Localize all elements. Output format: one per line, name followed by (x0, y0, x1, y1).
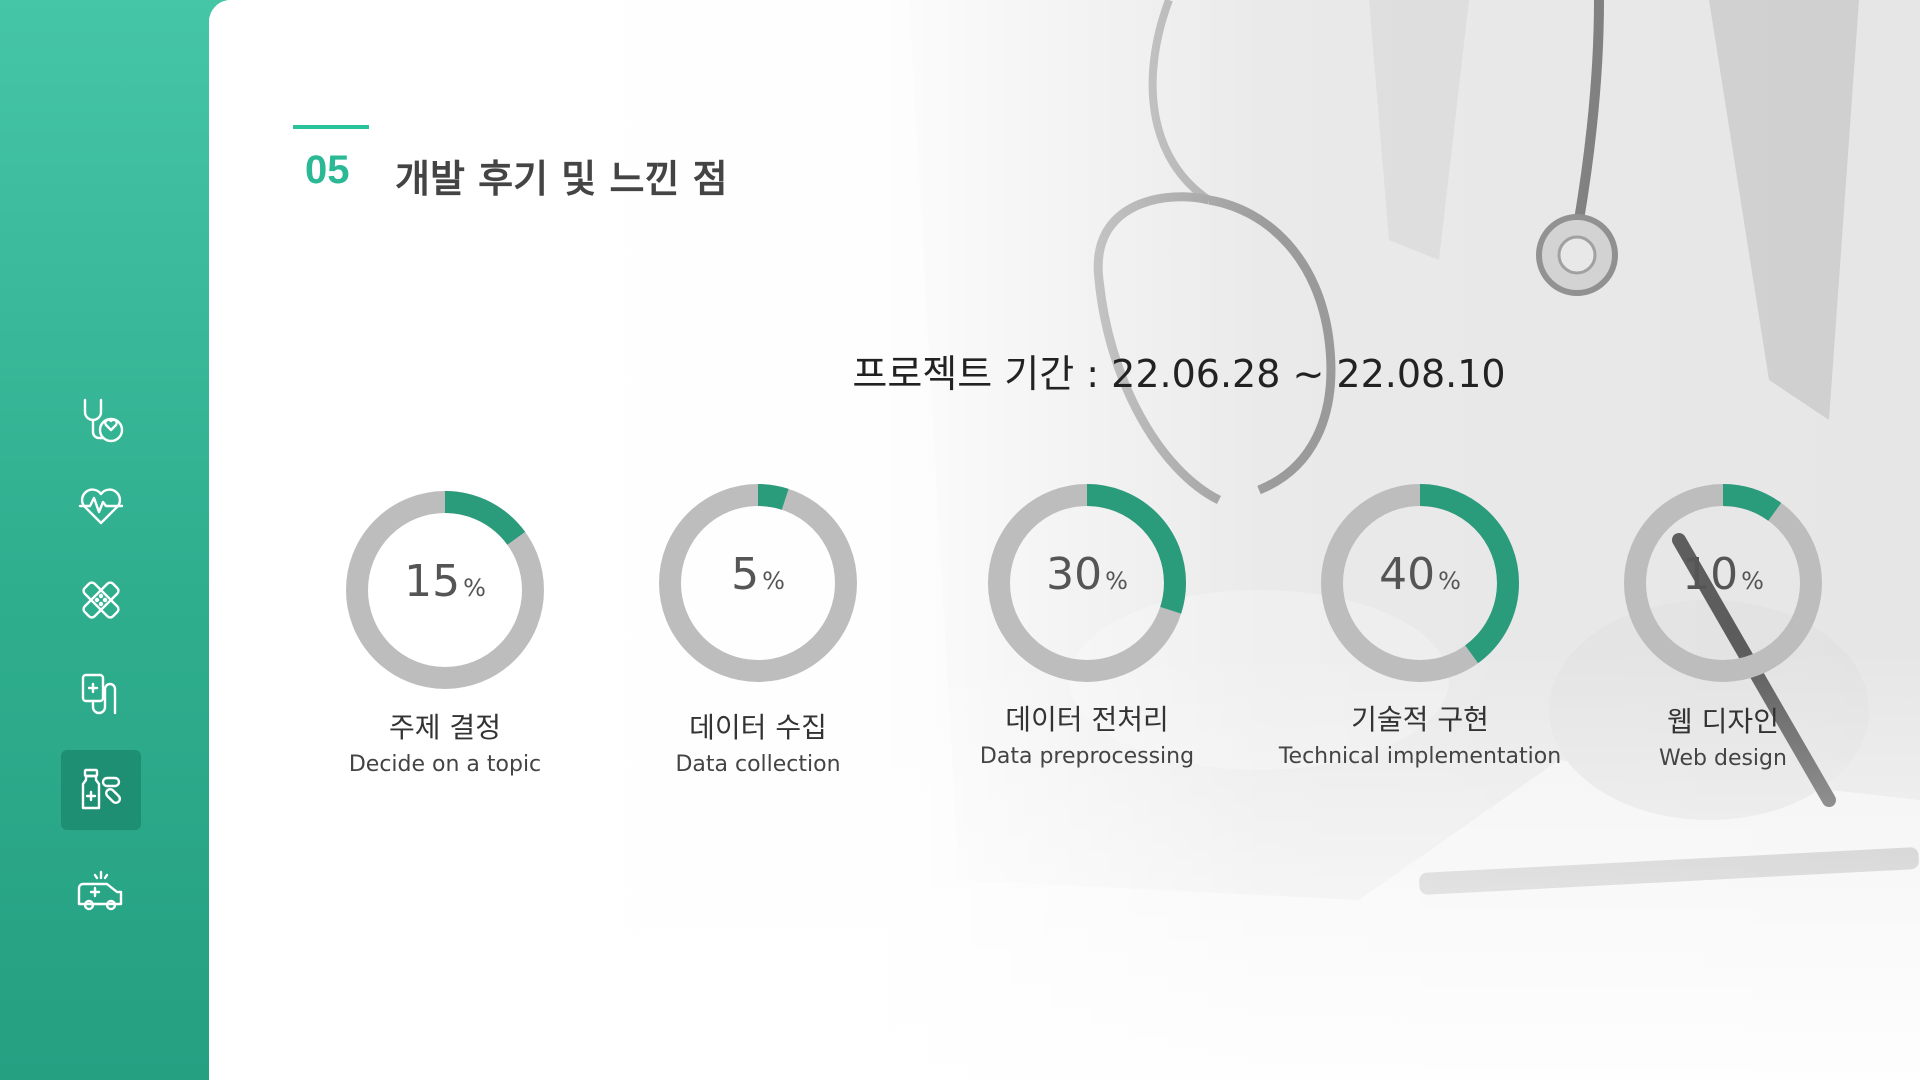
donut-chart-svg (988, 484, 1186, 682)
project-period: 프로젝트 기간 : 22.06.28 ~ 22.08.10 (852, 352, 1506, 396)
percent-unit: % (463, 574, 486, 602)
label-web-design: 웹 디자인 Web design (1563, 700, 1883, 771)
donut-chart-svg (1624, 484, 1822, 682)
donut-chart-svg (1321, 484, 1519, 682)
heartbeat-icon[interactable] (61, 465, 141, 545)
donut-value-arc (988, 484, 1186, 682)
donut-technical-implementation: 40% (1320, 483, 1520, 683)
donut-decide-topic: 15% (345, 490, 545, 690)
percent-unit: % (1105, 567, 1128, 595)
content-panel: 05 개발 후기 및 느낀 점 프로젝트 기간 : 22.06.28 ~ 22.… (209, 0, 1920, 1080)
medicine-bottle-pill-icon[interactable] (61, 750, 141, 830)
ambulance-icon[interactable] (61, 850, 141, 930)
percent-number: 10 (1682, 549, 1739, 600)
percent-number: 30 (1046, 549, 1103, 600)
percent-value: 5% (658, 553, 858, 597)
percent-unit: % (1741, 567, 1764, 595)
donut-data-preprocessing: 30% (987, 483, 1187, 683)
percent-number: 15 (404, 556, 461, 607)
donut-data-collection: 5% (658, 483, 858, 683)
donut-web-design: 10% (1623, 483, 1823, 683)
section-title: 개발 후기 및 느낀 점 (395, 157, 728, 201)
stethoscope-heart-icon[interactable] (61, 380, 141, 460)
section-number: 05 (305, 148, 350, 192)
donut-value-arc (1321, 484, 1519, 682)
label-english: Technical implementation (1278, 744, 1562, 769)
label-korean: 웹 디자인 (1667, 705, 1779, 738)
label-data-collection: 데이터 수집 Data collection (598, 706, 918, 777)
iv-drip-icon[interactable] (61, 655, 141, 735)
donut-value-arc (346, 491, 544, 689)
label-korean: 데이터 수집 (689, 711, 827, 744)
percent-unit: % (762, 567, 785, 595)
label-english: Decide on a topic (348, 752, 542, 777)
label-korean: 주제 결정 (389, 711, 501, 744)
percent-number: 5 (731, 549, 760, 600)
label-english: Data preprocessing (979, 744, 1195, 769)
donut-value-arc (659, 484, 857, 682)
donut-chart-svg (346, 491, 544, 689)
bandage-icon[interactable] (61, 560, 141, 640)
percent-value: 30% (987, 553, 1187, 597)
title-accent-line (293, 125, 369, 129)
percent-value: 15% (345, 560, 545, 604)
percent-unit: % (1438, 567, 1461, 595)
label-technical-implementation: 기술적 구현 Technical implementation (1260, 698, 1580, 769)
percent-value: 40% (1320, 553, 1520, 597)
donut-chart-svg (659, 484, 857, 682)
label-english: Data collection (675, 752, 841, 777)
percent-value: 10% (1623, 553, 1823, 597)
label-korean: 기술적 구현 (1351, 703, 1489, 736)
label-korean: 데이터 전처리 (1005, 703, 1169, 736)
donut-value-arc (1624, 484, 1822, 682)
label-data-preprocessing: 데이터 전처리 Data preprocessing (927, 698, 1247, 769)
label-english: Web design (1659, 746, 1787, 771)
percent-number: 40 (1379, 549, 1436, 600)
sidebar (0, 0, 210, 1080)
label-decide-topic: 주제 결정 Decide on a topic (285, 706, 605, 777)
